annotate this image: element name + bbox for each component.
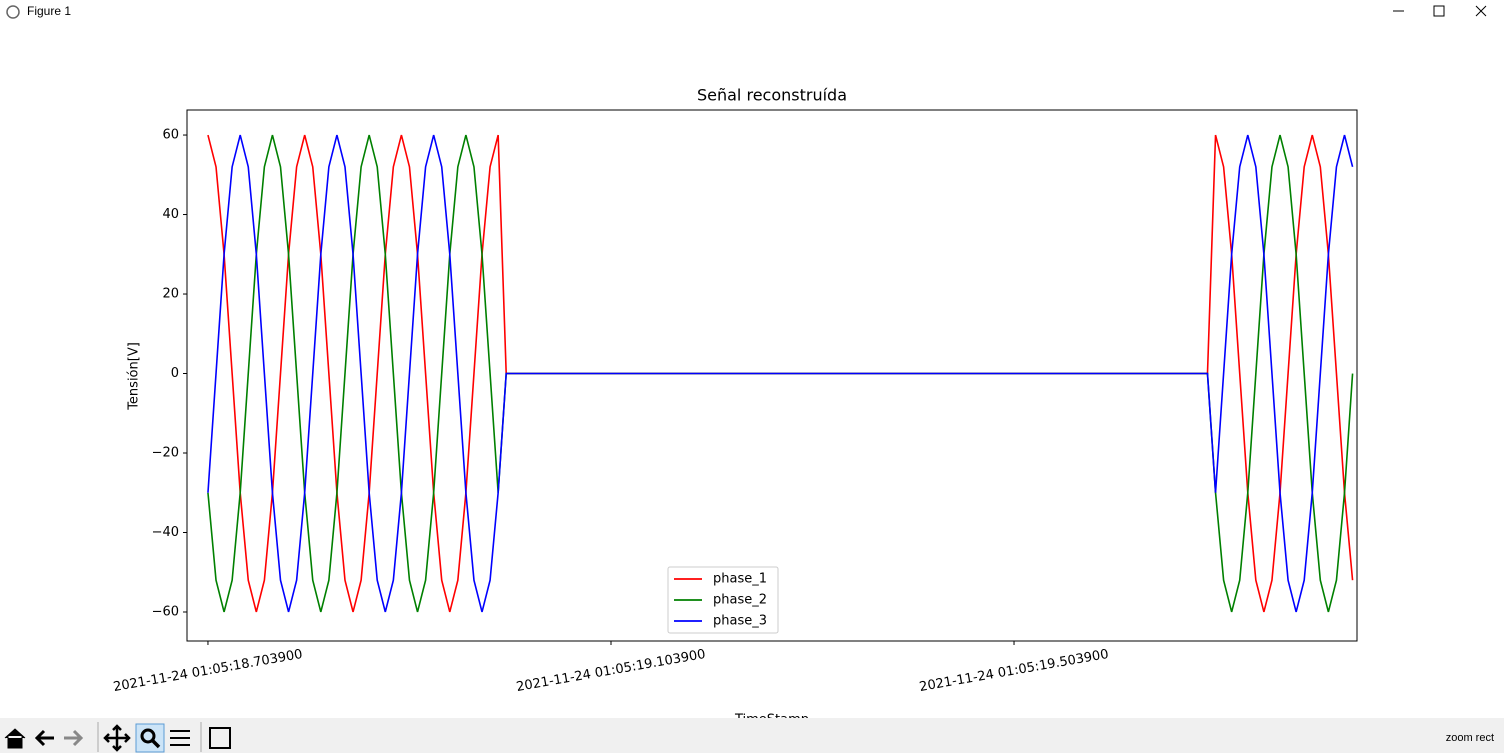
y-tick-label: 40 [162, 207, 179, 222]
legend-label: phase_1 [713, 572, 767, 587]
x-tick-label: 2021-11-24 01:05:18.703900 [112, 647, 304, 695]
series-line [207, 134, 1354, 613]
y-tick-label: 60 [162, 128, 179, 143]
save-button[interactable] [209, 727, 231, 749]
toolbar-background [0, 718, 1504, 753]
x-tick-label: 2021-11-24 01:05:19.103900 [515, 647, 707, 695]
maximize-button[interactable] [1433, 5, 1445, 17]
legend-box [667, 566, 779, 634]
y-tick-label: −20 [152, 446, 179, 461]
back-button[interactable] [34, 729, 54, 747]
legend-label: phase_3 [713, 614, 767, 629]
y-tick-label: 20 [162, 287, 179, 302]
chart-title: Señal reconstruída [697, 86, 847, 105]
y-tick-label: −60 [152, 604, 179, 619]
toolbar: zoom rect [0, 718, 1504, 753]
window-title: Figure 1 [27, 4, 71, 18]
title-bar: Figure 1 [6, 4, 1487, 19]
configure-button[interactable] [170, 730, 190, 746]
legend-label: phase_2 [713, 593, 767, 608]
zoom-icon-handle [150, 738, 161, 749]
y-axis-label: Tensión[V] [127, 342, 142, 411]
x-tick-label: 2021-11-24 01:05:19.503900 [918, 647, 1110, 695]
app-icon [6, 5, 20, 19]
forward-button[interactable] [64, 729, 84, 747]
series-line [207, 134, 1354, 613]
close-button[interactable] [1475, 5, 1487, 17]
zoom-button[interactable] [135, 723, 165, 753]
y-tick-label: −40 [152, 525, 179, 540]
status-text: zoom rect [1446, 732, 1494, 744]
pan-button[interactable] [103, 724, 131, 752]
chart: Señal reconstruída Tensión[V] TimeStamp … [112, 86, 1358, 728]
home-button[interactable] [4, 728, 26, 749]
y-tick-label: 0 [171, 366, 179, 381]
plot-frame [186, 109, 1358, 642]
zoom-icon [140, 728, 156, 744]
